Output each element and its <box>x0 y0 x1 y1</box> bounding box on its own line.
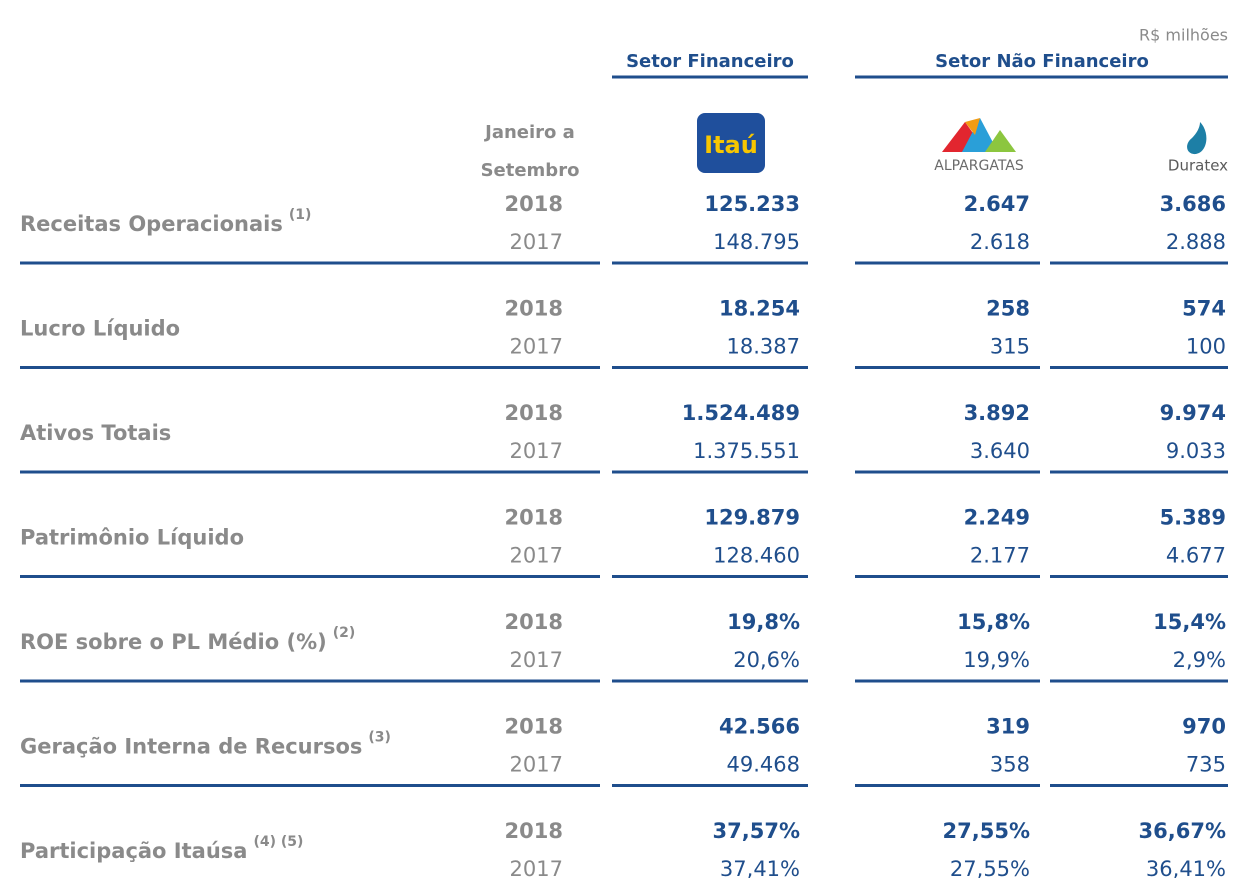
value: 319 <box>986 715 1030 739</box>
value: 3.892 <box>964 401 1030 425</box>
year: 2017 <box>510 335 563 359</box>
year: 2017 <box>510 648 563 672</box>
value: 2.647 <box>964 192 1030 216</box>
year: 2018 <box>505 297 563 321</box>
value: 258 <box>986 297 1030 321</box>
value: 19,9% <box>963 648 1030 672</box>
row-label: Lucro Líquido <box>20 317 180 341</box>
value: 18.254 <box>719 297 800 321</box>
logo-text: ALPARGATAS <box>934 158 1024 174</box>
value: 2.249 <box>964 506 1030 530</box>
value: 37,41% <box>720 857 800 878</box>
logo-text: Itaú <box>704 131 758 159</box>
value: 735 <box>1186 753 1226 777</box>
unit: R$ milhões <box>1139 26 1228 45</box>
row-label-text: ROE sobre o PL Médio (%) <box>20 630 327 654</box>
year: 2018 <box>505 715 563 739</box>
year: 2017 <box>510 857 563 878</box>
group-title: Setor Não Financeiro <box>935 51 1149 72</box>
footnote: (1) <box>289 207 312 223</box>
row-label: Ativos Totais <box>20 421 171 445</box>
value: 36,41% <box>1146 857 1226 878</box>
row-label: Patrimônio Líquido <box>20 526 244 550</box>
value: 2.177 <box>970 544 1030 568</box>
row-label-text: Patrimônio Líquido <box>20 526 244 550</box>
logo-text: Duratex <box>1168 157 1228 175</box>
value: 9.033 <box>1166 439 1226 463</box>
value: 37,57% <box>713 819 800 843</box>
value: 1.524.489 <box>682 401 800 425</box>
row-label-text: Ativos Totais <box>20 421 171 445</box>
value: 3.686 <box>1160 192 1226 216</box>
value: 358 <box>990 753 1030 777</box>
row-label: Geração Interna de Recursos (3) <box>20 730 391 759</box>
duratex-logo <box>1187 122 1207 155</box>
value: 2,9% <box>1173 648 1226 672</box>
value: 15,8% <box>957 610 1030 634</box>
value: 9.974 <box>1160 401 1226 425</box>
year: 2018 <box>505 506 563 530</box>
value: 128.460 <box>713 544 800 568</box>
footnote: (3) <box>368 730 391 746</box>
row-label-text: Participação Itaúsa <box>20 839 247 863</box>
value: 18.387 <box>727 335 800 359</box>
year: 2017 <box>510 753 563 777</box>
value: 4.677 <box>1166 544 1226 568</box>
year: 2018 <box>505 610 563 634</box>
footnote: (4) (5) <box>253 834 303 850</box>
value: 1.375.551 <box>693 439 800 463</box>
row-label: Receitas Operacionais (1) <box>20 207 311 236</box>
value: 315 <box>990 335 1030 359</box>
value: 148.795 <box>713 230 800 254</box>
itau-logo <box>697 113 765 173</box>
row-label-text: Receitas Operacionais <box>20 212 283 236</box>
group-title: Setor Financeiro <box>626 51 794 72</box>
value: 20,6% <box>733 648 800 672</box>
year: 2017 <box>510 439 563 463</box>
row-label-text: Geração Interna de Recursos <box>20 735 362 759</box>
year: 2018 <box>505 192 563 216</box>
year: 2017 <box>510 544 563 568</box>
value: 2.888 <box>1166 230 1226 254</box>
value: 49.468 <box>727 753 800 777</box>
value: 5.389 <box>1160 506 1226 530</box>
value: 27,55% <box>943 819 1030 843</box>
value: 100 <box>1186 335 1226 359</box>
value: 3.640 <box>970 439 1030 463</box>
row-label: Participação Itaúsa (4) (5) <box>20 834 303 863</box>
value: 15,4% <box>1153 610 1226 634</box>
value: 36,67% <box>1139 819 1226 843</box>
value: 574 <box>1182 297 1226 321</box>
value: 27,55% <box>950 857 1030 878</box>
row-label-text: Lucro Líquido <box>20 317 180 341</box>
year: 2018 <box>505 819 563 843</box>
year: 2017 <box>510 230 563 254</box>
value: 42.566 <box>719 715 800 739</box>
value: 2.618 <box>970 230 1030 254</box>
value: 19,8% <box>727 610 800 634</box>
year: 2018 <box>505 401 563 425</box>
alpargatas-logo <box>942 118 1016 152</box>
value: 129.879 <box>704 506 800 530</box>
period-label: Janeiro a <box>483 122 575 143</box>
period-label: Setembro <box>481 160 580 181</box>
value: 125.233 <box>704 192 800 216</box>
row-label: ROE sobre o PL Médio (%) (2) <box>20 625 355 654</box>
value: 970 <box>1182 715 1226 739</box>
footnote: (2) <box>333 625 356 641</box>
